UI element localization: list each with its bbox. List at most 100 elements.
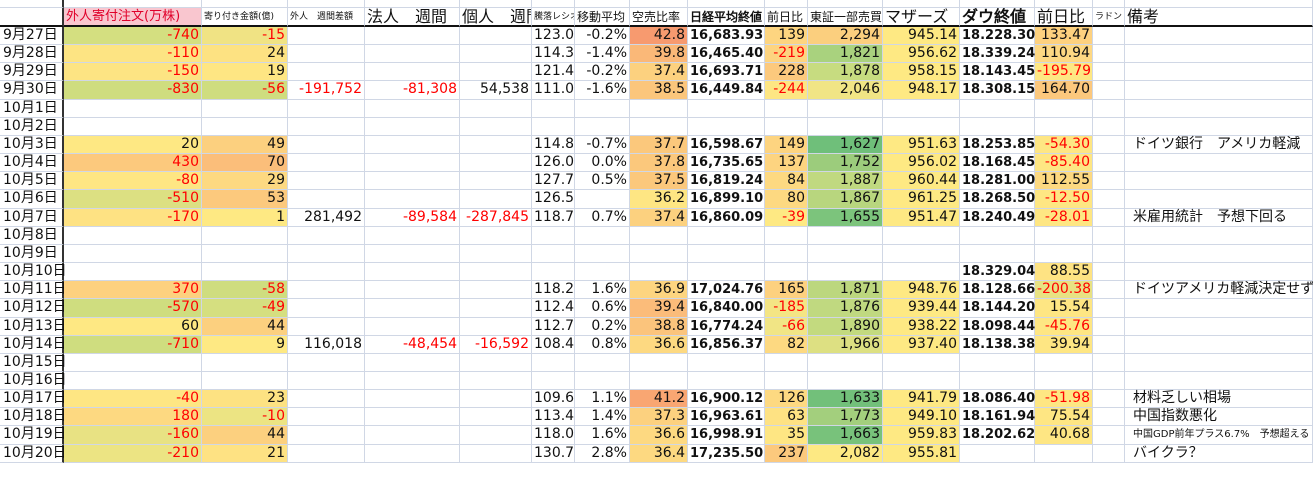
- note-cell[interactable]: [1125, 244, 1313, 264]
- nikkei-change-cell[interactable]: 228: [765, 63, 808, 82]
- radon-cell[interactable]: [1093, 208, 1125, 227]
- date-cell[interactable]: 10月10日: [0, 263, 67, 282]
- opening-amount-cell[interactable]: [202, 226, 288, 245]
- nikkei-close-cell[interactable]: 16,465.40: [688, 45, 765, 64]
- tse-volume-cell[interactable]: 2,082: [808, 444, 883, 463]
- mothers-cell[interactable]: 948.17: [883, 81, 960, 100]
- adl-ratio-cell[interactable]: 108.4: [532, 335, 575, 354]
- date-cell[interactable]: 10月4日: [0, 154, 64, 173]
- note-cell[interactable]: 米雇用統計 予想下回る: [1125, 208, 1313, 227]
- header-note[interactable]: 備考: [1125, 8, 1313, 27]
- dow-close-cell[interactable]: 18.268.50: [960, 190, 1035, 209]
- foreign-order-cell[interactable]: -80: [64, 172, 202, 191]
- moving-avg-cell[interactable]: [575, 353, 630, 372]
- foreign-order-cell[interactable]: [64, 371, 202, 391]
- note-cell[interactable]: [1125, 27, 1313, 46]
- dow-close-cell[interactable]: 18.161.94: [960, 408, 1035, 427]
- individual-weekly-cell[interactable]: [460, 390, 532, 409]
- note-cell[interactable]: 材料乏しい相場: [1125, 390, 1313, 409]
- individual-weekly-cell[interactable]: [460, 99, 532, 118]
- mothers-cell[interactable]: [883, 226, 960, 245]
- date-cell[interactable]: 10月8日: [0, 226, 64, 245]
- nikkei-change-cell[interactable]: 237: [765, 444, 808, 463]
- note-cell[interactable]: [1125, 63, 1313, 82]
- nikkei-change-cell[interactable]: [765, 99, 808, 118]
- cell[interactable]: [1093, 0, 1125, 8]
- mothers-cell[interactable]: 941.79: [883, 390, 960, 409]
- mothers-cell[interactable]: 949.10: [883, 408, 960, 427]
- foreign-order-cell[interactable]: [64, 263, 202, 282]
- dow-change-cell[interactable]: 15.54: [1035, 299, 1093, 318]
- dow-change-cell[interactable]: [1035, 226, 1093, 245]
- mothers-cell[interactable]: 959.83: [883, 426, 960, 445]
- tse-volume-cell[interactable]: 1,773: [808, 408, 883, 427]
- short-ratio-cell[interactable]: 36.6: [630, 335, 688, 354]
- tse-volume-cell[interactable]: 1,663: [808, 426, 883, 445]
- nikkei-change-cell[interactable]: 139: [765, 27, 808, 46]
- dow-change-cell[interactable]: [1035, 99, 1093, 118]
- mothers-cell[interactable]: 951.63: [883, 135, 960, 155]
- tse-volume-cell[interactable]: [808, 117, 883, 136]
- radon-cell[interactable]: [1093, 263, 1125, 282]
- opening-amount-cell[interactable]: [202, 244, 288, 264]
- opening-amount-cell[interactable]: -10: [202, 408, 288, 427]
- adl-ratio-cell[interactable]: 109.6: [532, 390, 575, 409]
- note-cell[interactable]: [1125, 190, 1313, 209]
- adl-ratio-cell[interactable]: [532, 226, 575, 245]
- nikkei-change-cell[interactable]: [765, 226, 808, 245]
- adl-ratio-cell[interactable]: 118.7: [532, 208, 575, 227]
- mothers-cell[interactable]: 948.76: [883, 281, 960, 300]
- foreign-order-cell[interactable]: -510: [64, 190, 202, 209]
- dow-close-cell[interactable]: 18.143.45: [960, 63, 1035, 82]
- foreign-weekly-cell[interactable]: [288, 299, 365, 318]
- mothers-cell[interactable]: 939.44: [883, 299, 960, 318]
- corp-weekly-cell[interactable]: [365, 190, 460, 209]
- foreign-weekly-cell[interactable]: [288, 390, 365, 409]
- dow-change-cell[interactable]: [1035, 244, 1093, 264]
- tse-volume-cell[interactable]: [808, 371, 883, 391]
- note-cell[interactable]: [1125, 99, 1313, 118]
- nikkei-close-cell[interactable]: 16,899.10: [688, 190, 765, 209]
- tse-volume-cell[interactable]: 1,876: [808, 299, 883, 318]
- corp-weekly-cell[interactable]: [365, 426, 460, 445]
- corp-weekly-cell[interactable]: [365, 281, 460, 300]
- foreign-weekly-cell[interactable]: [288, 226, 365, 245]
- dow-close-cell[interactable]: 18.168.45: [960, 154, 1035, 173]
- note-cell[interactable]: バイクラ？: [1125, 444, 1313, 463]
- cell[interactable]: [0, 0, 64, 8]
- foreign-order-cell[interactable]: -710: [64, 335, 202, 354]
- mothers-cell[interactable]: 956.62: [883, 45, 960, 64]
- radon-cell[interactable]: [1093, 172, 1125, 191]
- nikkei-close-cell[interactable]: 16,998.91: [688, 426, 765, 445]
- date-cell[interactable]: 10月1日: [0, 99, 64, 118]
- header-moving-avg[interactable]: 移動平均: [575, 8, 630, 27]
- nikkei-change-cell[interactable]: 126: [765, 390, 808, 409]
- foreign-order-cell[interactable]: -40: [64, 390, 202, 409]
- nikkei-change-cell[interactable]: [765, 263, 808, 282]
- short-ratio-cell[interactable]: 38.5: [630, 81, 688, 100]
- nikkei-change-cell[interactable]: -185: [765, 299, 808, 318]
- dow-change-cell[interactable]: 75.54: [1035, 408, 1093, 427]
- foreign-order-cell[interactable]: -170: [64, 208, 202, 227]
- foreign-weekly-cell[interactable]: [288, 353, 365, 372]
- foreign-weekly-cell[interactable]: [288, 426, 365, 445]
- radon-cell[interactable]: [1093, 99, 1125, 118]
- mothers-cell[interactable]: 960.44: [883, 172, 960, 191]
- radon-cell[interactable]: [1093, 299, 1125, 318]
- nikkei-close-cell[interactable]: [688, 244, 765, 264]
- nikkei-close-cell[interactable]: [688, 226, 765, 245]
- header-mothers[interactable]: マザーズ: [883, 8, 960, 27]
- moving-avg-cell[interactable]: -0.2%: [575, 63, 630, 82]
- note-cell[interactable]: [1125, 317, 1313, 336]
- nikkei-change-cell[interactable]: 165: [765, 281, 808, 300]
- short-ratio-cell[interactable]: 36.9: [630, 281, 688, 300]
- corp-weekly-cell[interactable]: [365, 408, 460, 427]
- dow-close-cell[interactable]: 18.086.40: [960, 390, 1035, 409]
- foreign-order-cell[interactable]: [64, 99, 202, 118]
- radon-cell[interactable]: [1093, 244, 1125, 264]
- dow-close-cell[interactable]: 18.329.04: [960, 263, 1035, 282]
- cell[interactable]: [1125, 0, 1313, 8]
- nikkei-close-cell[interactable]: 16,735.65: [688, 154, 765, 173]
- date-cell[interactable]: 10月17日: [0, 390, 67, 409]
- opening-amount-cell[interactable]: 29: [202, 172, 288, 191]
